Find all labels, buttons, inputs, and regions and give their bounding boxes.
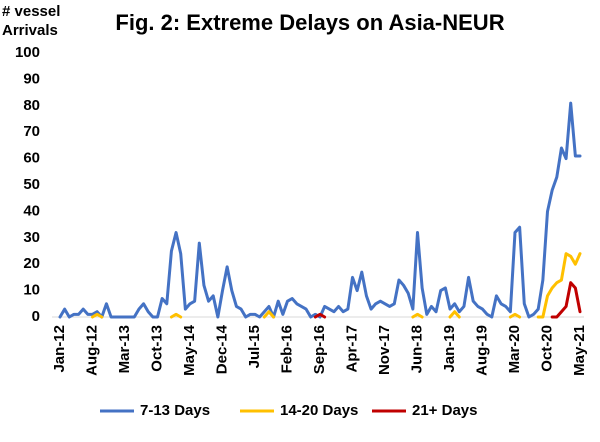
y-tick-label: 50 [23,176,40,193]
y-tick-label: 30 [23,229,40,246]
x-tick-label: Mar-13 [116,325,133,373]
y-tick-label: 80 [23,97,40,114]
y-tick-label: 90 [23,70,40,87]
x-tick-label: Aug-12 [83,325,100,376]
x-tick-label: Apr-17 [343,325,360,373]
x-tick-label: Nov-17 [376,325,393,375]
series-line [58,101,582,319]
legend-label: 21+ Days [412,402,477,419]
x-tick-label: Jun-18 [408,325,425,373]
legend-label: 14-20 Days [280,402,358,419]
x-tick-label: Jan-19 [441,325,458,373]
x-tick-label: Jan-12 [51,325,68,373]
y-axis-label: # vessel Arrivals [2,3,61,39]
y-tick-label: 70 [23,123,40,140]
y-tick-label: 100 [15,44,40,61]
x-tick-label: Mar-20 [506,325,523,373]
x-tick-label: May-21 [571,325,588,376]
y-tick-label: 0 [32,308,40,325]
x-tick-label: Dec-14 [213,324,230,374]
x-tick-label: Oct-13 [148,325,165,372]
x-tick-label: Oct-20 [538,325,555,372]
y-tick-label: 20 [23,255,40,272]
y-tick-label: 10 [23,282,40,299]
x-tick-label: May-14 [181,324,198,376]
x-tick-label: Aug-19 [473,325,490,376]
y-tick-label: 40 [23,202,40,219]
y-label-box: # vessel Arrivals [2,3,61,39]
x-tick-label: Jul-15 [246,325,263,368]
legend-label: 7-13 Days [140,402,210,419]
x-tick-label: Sep-16 [311,325,328,374]
series-line [313,281,582,319]
chart-title: Fig. 2: Extreme Delays on Asia-NEUR [115,10,504,35]
y-tick-label: 60 [23,150,40,167]
x-tick-label: Feb-16 [278,325,295,373]
series-line [91,252,582,319]
